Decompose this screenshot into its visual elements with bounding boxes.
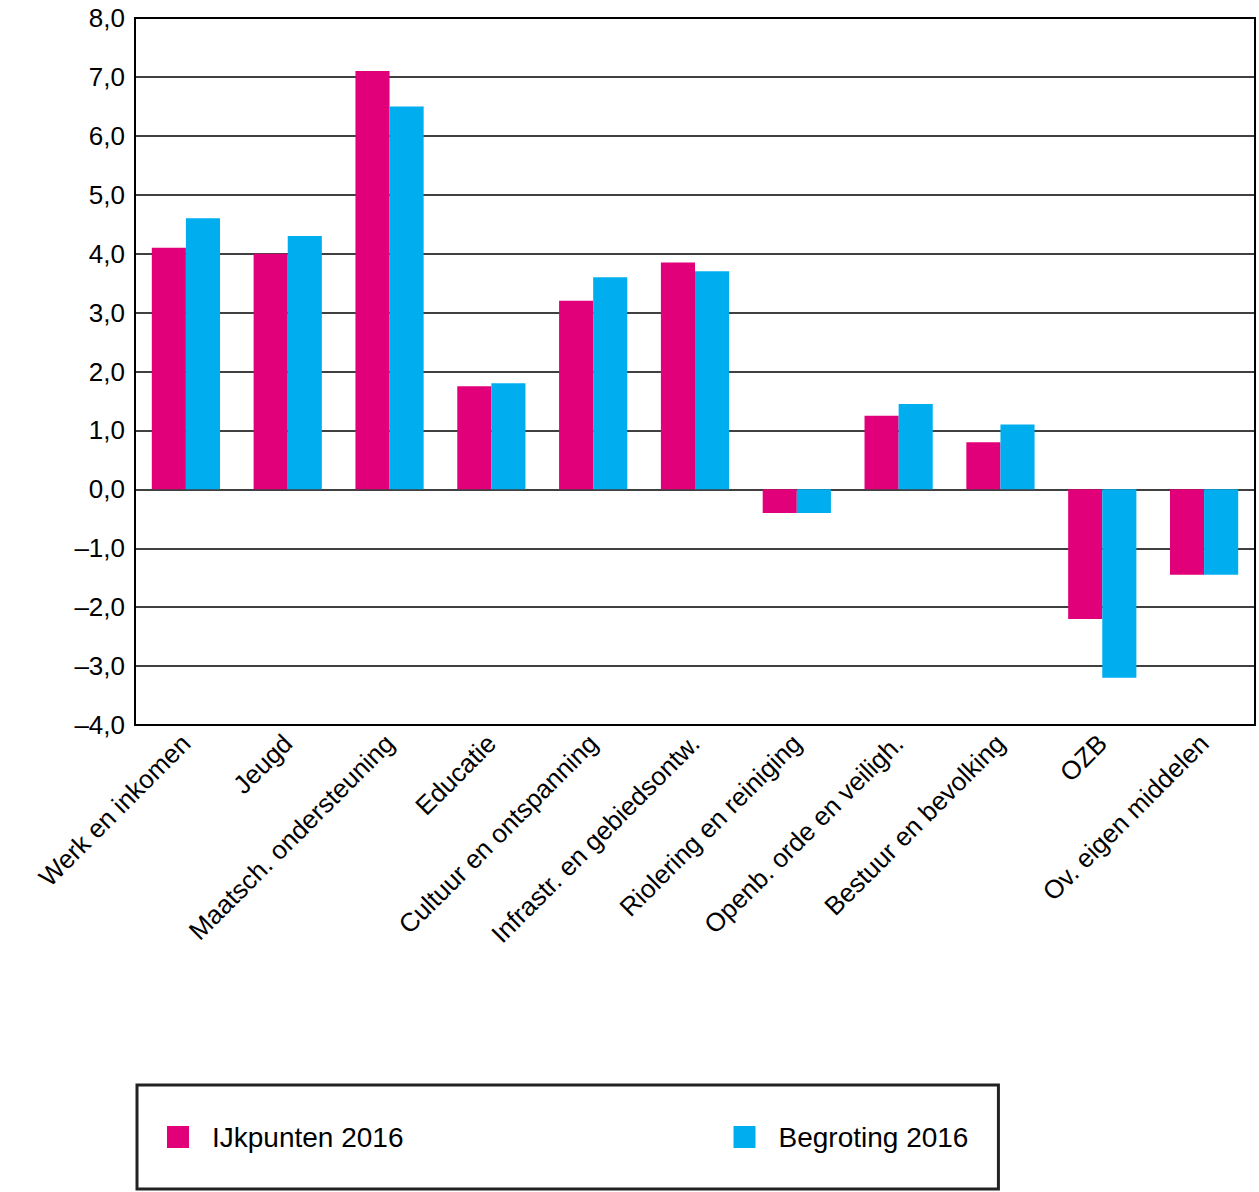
svg-text:1,0: 1,0 bbox=[89, 415, 125, 445]
svg-text:4,0: 4,0 bbox=[89, 239, 125, 269]
svg-text:–2,0: –2,0 bbox=[74, 592, 125, 622]
svg-text:7,0: 7,0 bbox=[89, 62, 125, 92]
svg-text:Riolering en reiniging: Riolering en reiniging bbox=[614, 728, 808, 922]
svg-text:Ov. eigen middelen: Ov. eigen middelen bbox=[1037, 728, 1215, 906]
svg-text:5,0: 5,0 bbox=[89, 180, 125, 210]
svg-text:Werk en inkomen: Werk en inkomen bbox=[33, 728, 197, 892]
svg-text:–3,0: –3,0 bbox=[74, 651, 125, 681]
svg-text:3,0: 3,0 bbox=[89, 298, 125, 328]
svg-text:Infrastr. en gebiedsontw.: Infrastr. en gebiedsontw. bbox=[485, 728, 705, 948]
svg-text:2,0: 2,0 bbox=[89, 357, 125, 387]
svg-text:OZB: OZB bbox=[1054, 728, 1113, 787]
svg-text:Bestuur en bevolking: Bestuur en bevolking bbox=[818, 728, 1011, 921]
svg-text:IJkpunten 2016: IJkpunten 2016 bbox=[212, 1122, 404, 1153]
svg-text:Educatie: Educatie bbox=[409, 728, 502, 821]
svg-text:Maatsch. ondersteuning: Maatsch. ondersteuning bbox=[183, 728, 400, 945]
svg-text:Begroting 2016: Begroting 2016 bbox=[778, 1122, 968, 1153]
svg-text:–1,0: –1,0 bbox=[74, 533, 125, 563]
svg-text:Cultuur en ontspanning: Cultuur en ontspanning bbox=[393, 728, 604, 939]
svg-text:–4,0: –4,0 bbox=[74, 710, 125, 740]
svg-text:Openb. orde en veiligh.: Openb. orde en veiligh. bbox=[698, 728, 909, 939]
svg-text:8,0: 8,0 bbox=[89, 3, 125, 33]
svg-text:0,0: 0,0 bbox=[89, 474, 125, 504]
svg-text:Jeugd: Jeugd bbox=[227, 728, 298, 799]
svg-text:6,0: 6,0 bbox=[89, 121, 125, 151]
